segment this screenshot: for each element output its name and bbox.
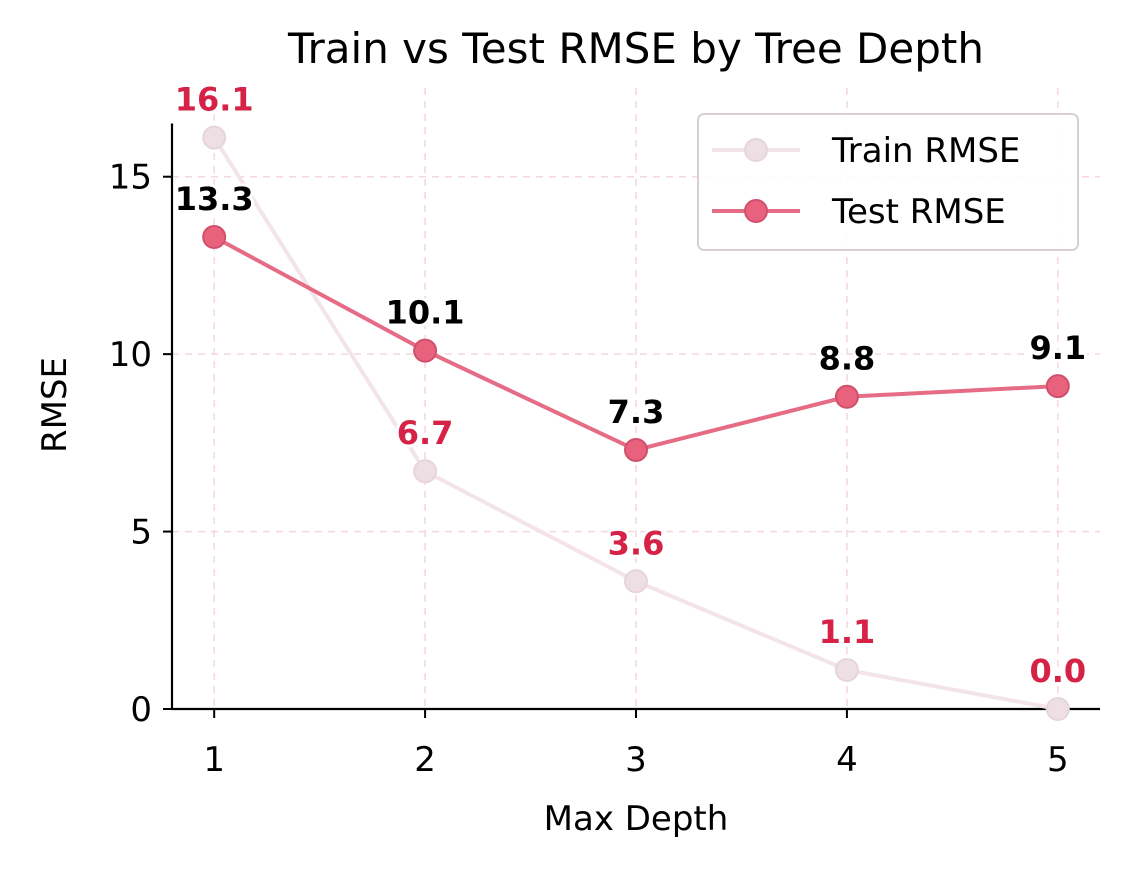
y-tick-label: 15 bbox=[109, 158, 152, 198]
data-label-train: 3.6 bbox=[608, 524, 665, 562]
x-tick-label: 2 bbox=[414, 740, 436, 780]
x-tick-label: 5 bbox=[1047, 740, 1069, 780]
data-label-train: 1.1 bbox=[819, 613, 876, 651]
legend: Train RMSE Test RMSE bbox=[697, 113, 1079, 251]
data-point-train bbox=[1045, 697, 1070, 721]
y-tick-label: 10 bbox=[109, 335, 152, 375]
y-tick-label: 0 bbox=[130, 690, 152, 730]
data-label-test: 7.3 bbox=[608, 393, 665, 431]
x-tick-label: 4 bbox=[836, 740, 858, 780]
data-label-test: 10.1 bbox=[386, 294, 465, 332]
chart-title: Train vs Test RMSE by Tree Depth bbox=[288, 24, 984, 73]
data-labels: 16.1 6.7 3.6 1.1 0.0 13.3 10.1 7.3 8.8 9.1 bbox=[172, 78, 1089, 693]
data-point-test bbox=[624, 437, 648, 462]
legend-item-test: Test RMSE bbox=[712, 192, 1006, 232]
data-point-test bbox=[834, 384, 859, 409]
legend-swatch-train-marker bbox=[744, 138, 768, 162]
data-label-train: 0.0 bbox=[1029, 652, 1086, 690]
data-label-test: 13.3 bbox=[175, 180, 254, 218]
data-point-test bbox=[413, 338, 438, 363]
y-tick-label: 5 bbox=[130, 513, 152, 553]
x-tick-label: 3 bbox=[625, 740, 647, 780]
data-label-test: 9.1 bbox=[1029, 329, 1086, 367]
data-label-train: 6.7 bbox=[397, 414, 454, 452]
data-point-test bbox=[1045, 374, 1070, 399]
legend-item-train: Train RMSE bbox=[712, 131, 1020, 171]
data-label-train: 16.1 bbox=[175, 81, 254, 119]
legend-swatch-test-marker bbox=[744, 199, 768, 223]
data-point-train bbox=[624, 569, 648, 594]
legend-label-test: Test RMSE bbox=[831, 192, 1006, 232]
data-point-train bbox=[202, 125, 227, 150]
data-label-test: 8.8 bbox=[819, 340, 876, 378]
x-tick-label: 1 bbox=[203, 740, 225, 780]
x-axis-label: Max Depth bbox=[544, 799, 729, 839]
series-test bbox=[202, 225, 1070, 462]
series-train bbox=[202, 125, 1070, 721]
data-point-train bbox=[834, 657, 859, 682]
data-point-train bbox=[413, 459, 438, 484]
series bbox=[202, 125, 1070, 721]
y-axis-label: RMSE bbox=[35, 357, 75, 453]
tick-marks: 1 2 3 4 5 0 5 10 15 bbox=[109, 158, 1069, 780]
data-point-test bbox=[202, 225, 227, 250]
legend-label-train: Train RMSE bbox=[831, 131, 1020, 171]
